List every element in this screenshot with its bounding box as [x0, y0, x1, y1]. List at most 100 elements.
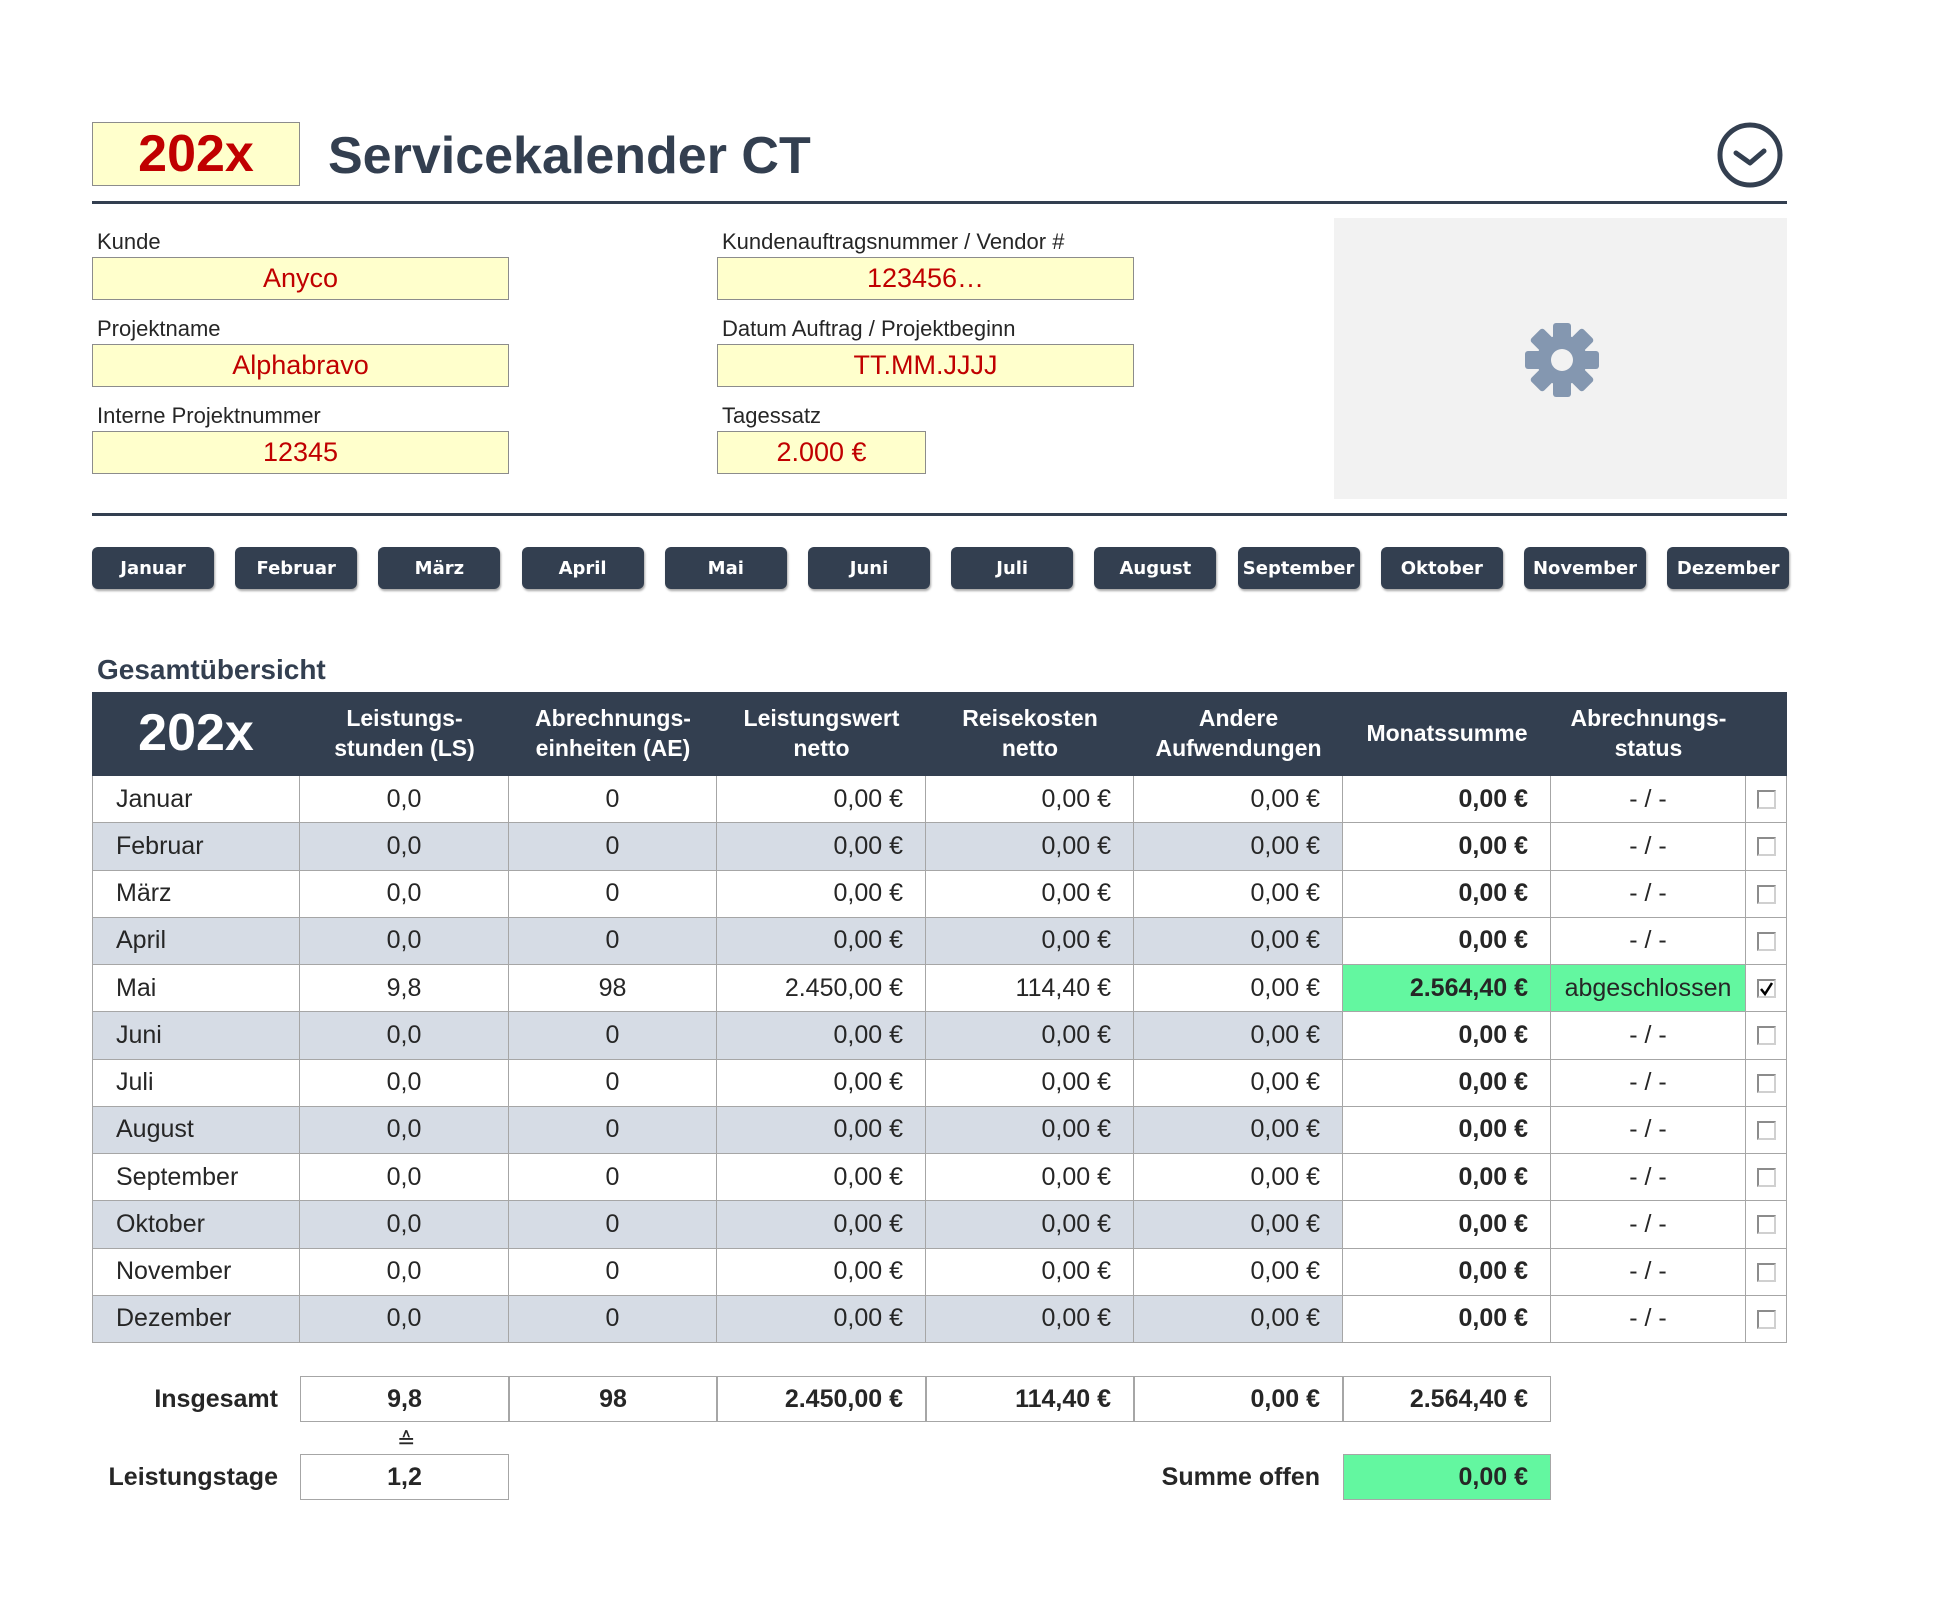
field-value[interactable]: 2.000 € — [717, 431, 926, 474]
table-cell: 0,00 € — [1343, 1012, 1551, 1060]
table-cell: 0,00 € — [717, 1295, 926, 1343]
month-cell: Mai — [92, 965, 300, 1013]
days-value: 1,2 — [300, 1454, 509, 1500]
month-button[interactable]: Februar — [235, 547, 358, 589]
table-cell: 0,00 € — [1134, 1295, 1343, 1343]
table-cell: 0 — [509, 1154, 717, 1202]
table-cell: 0,00 € — [1134, 823, 1343, 871]
checkbox[interactable] — [1757, 1120, 1776, 1140]
table-cell: 98 — [509, 965, 717, 1013]
table-cell: 0,0 — [300, 917, 509, 965]
month-button[interactable]: September — [1237, 547, 1360, 589]
month-button[interactable]: Januar — [92, 547, 214, 589]
checkbox[interactable] — [1757, 1168, 1776, 1187]
table-cell: - / - — [1551, 1295, 1746, 1343]
table-cell: 0,00 € — [926, 1106, 1134, 1154]
month-button[interactable]: November — [1524, 547, 1646, 589]
table-cell: 0,00 € — [1343, 1106, 1551, 1154]
table-cell: 0,00 € — [1343, 776, 1551, 824]
header-rule — [92, 201, 1787, 204]
checkbox[interactable] — [1757, 979, 1776, 998]
month-cell: Juni — [92, 1012, 300, 1060]
checkbox[interactable] — [1757, 1026, 1776, 1046]
table-cell: 0 — [509, 1248, 717, 1296]
checkbox[interactable] — [1757, 1262, 1776, 1282]
table-cell: - / - — [1551, 1012, 1746, 1060]
table-cell: - / - — [1551, 776, 1746, 824]
settings-icon[interactable] — [1525, 323, 1599, 397]
table-cell: 0,00 € — [926, 776, 1134, 824]
table-cell: 0 — [509, 1295, 717, 1343]
month-button[interactable]: Oktober — [1380, 547, 1503, 589]
table-cell: 0,00 € — [1343, 1154, 1551, 1202]
column-header: Leistungs- stunden (LS) — [334, 705, 475, 761]
column-header: Leistungswert netto — [743, 705, 900, 761]
table-cell: 0,00 € — [1134, 1248, 1343, 1296]
table-cell: 0 — [509, 1201, 717, 1249]
table-cell: 0,00 € — [1343, 823, 1551, 871]
month-button[interactable]: März — [378, 547, 501, 589]
table-cell: - / - — [1551, 917, 1746, 965]
table-cell: 0,00 € — [926, 1295, 1134, 1343]
column-header: Reisekosten netto — [962, 705, 1098, 761]
table-cell: 0 — [509, 1106, 717, 1154]
month-button[interactable]: Mai — [664, 547, 787, 589]
field-label: Kunde — [97, 229, 161, 254]
month-button[interactable]: August — [1094, 547, 1217, 589]
month-button[interactable]: Juni — [808, 547, 930, 589]
table-cell: 0,00 € — [1343, 917, 1551, 965]
column-header: Monatssumme — [1366, 720, 1528, 747]
field-value[interactable]: Anyco — [92, 257, 509, 300]
column-header: Andere Aufwendungen — [1155, 705, 1322, 761]
table-cell: 0,0 — [300, 776, 509, 824]
checkbox[interactable] — [1757, 790, 1776, 809]
table-cell: 0 — [509, 776, 717, 824]
month-button[interactable]: April — [521, 547, 644, 589]
checkbox[interactable] — [1757, 1073, 1776, 1093]
table-cell: 0,00 € — [717, 1201, 926, 1249]
fields-rule — [92, 513, 1787, 516]
table-cell: 0,00 € — [1343, 870, 1551, 918]
checkbox[interactable] — [1757, 1309, 1776, 1329]
table-cell: 0,00 € — [1134, 965, 1343, 1013]
table-cell: 0,0 — [300, 1012, 509, 1060]
field-label: Tagessatz — [722, 403, 822, 428]
table-cell: 0 — [509, 823, 717, 871]
table-cell: 9,8 — [300, 965, 509, 1013]
table-cell: 0,00 € — [926, 1201, 1134, 1249]
field-value[interactable]: 123456… — [717, 257, 1134, 300]
checkbox[interactable] — [1757, 884, 1776, 904]
table-cell: 0,00 € — [717, 1012, 926, 1060]
field-value[interactable]: 12345 — [92, 431, 509, 474]
month-button[interactable]: Juli — [951, 547, 1074, 589]
table-cell: 0,00 € — [926, 1154, 1134, 1202]
clock-icon[interactable] — [1716, 121, 1784, 189]
table-cell: 114,40 € — [926, 965, 1134, 1013]
table-cell: 0 — [509, 1059, 717, 1107]
table-cell: - / - — [1551, 1201, 1746, 1249]
table-cell: 0,0 — [300, 870, 509, 918]
table-cell: 0,00 € — [1134, 870, 1343, 918]
field-value[interactable]: TT.MM.JJJJ — [717, 344, 1134, 387]
table-cell: 0 — [509, 1012, 717, 1060]
month-cell: April — [92, 917, 300, 965]
month-cell: Oktober — [92, 1201, 300, 1249]
table-cell: 0,00 € — [1343, 1059, 1551, 1107]
table-cell: 0,00 € — [1134, 1154, 1343, 1202]
month-cell: Februar — [92, 823, 300, 871]
table-header — [92, 692, 1787, 776]
month-cell: August — [92, 1106, 300, 1154]
checkbox[interactable] — [1757, 931, 1776, 951]
section-title: Gesamtübersicht — [97, 654, 326, 685]
checkbox[interactable] — [1757, 837, 1776, 857]
total-cell: 0,00 € — [1134, 1376, 1343, 1422]
table-cell: 0,0 — [300, 823, 509, 871]
table-cell: - / - — [1551, 1248, 1746, 1296]
month-button[interactable]: Dezember — [1667, 547, 1790, 589]
total-cell: 9,8 — [300, 1376, 509, 1422]
field-value[interactable]: Alphabravo — [92, 344, 509, 387]
table-cell: - / - — [1551, 1154, 1746, 1202]
table-cell: 0,00 € — [926, 1012, 1134, 1060]
checkbox[interactable] — [1757, 1215, 1776, 1235]
